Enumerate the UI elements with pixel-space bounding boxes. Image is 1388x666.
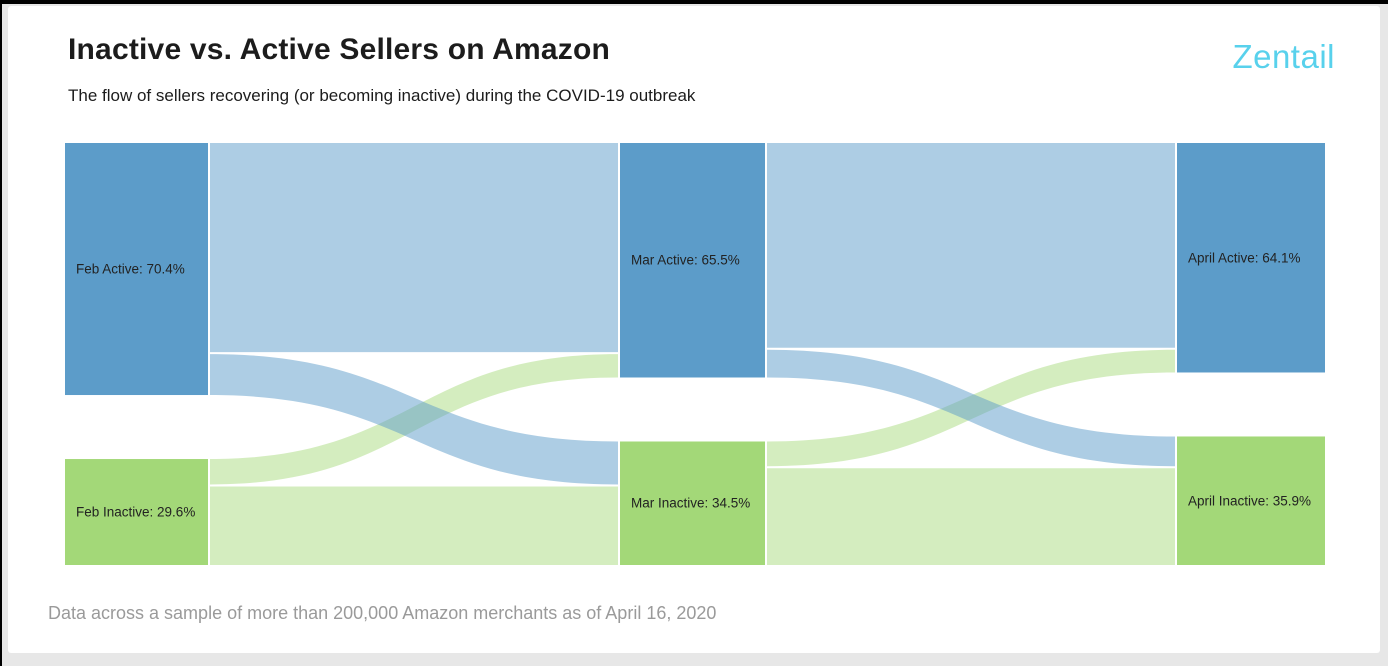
page-title: Inactive vs. Active Sellers on Amazon bbox=[68, 33, 611, 66]
label-apr_active: April Active: 64.1% bbox=[1188, 250, 1301, 266]
link-feb_active-mar_inactive bbox=[210, 354, 618, 485]
link-feb_active-mar_active bbox=[210, 143, 618, 353]
node-apr_active bbox=[1177, 143, 1325, 373]
link-mar_active-apr_active bbox=[767, 143, 1175, 348]
link-mar_active-apr_inactive bbox=[767, 349, 1175, 467]
link-feb_inactive-mar_inactive bbox=[210, 486, 618, 565]
node-mar_inactive bbox=[620, 441, 765, 565]
label-feb_inactive: Feb Inactive: 29.6% bbox=[76, 504, 196, 520]
page-subtitle: The flow of sellers recovering (or becom… bbox=[68, 86, 696, 105]
node-apr_inactive bbox=[1177, 436, 1325, 565]
footer-note: Data across a sample of more than 200,00… bbox=[48, 603, 717, 623]
label-mar_active: Mar Active: 65.5% bbox=[631, 252, 740, 268]
link-mar_inactive-apr_inactive bbox=[767, 468, 1175, 565]
label-feb_active: Feb Active: 70.4% bbox=[76, 261, 185, 277]
node-mar_active bbox=[620, 143, 765, 378]
node-feb_inactive bbox=[65, 459, 208, 565]
brand-logo: Zentail bbox=[1232, 38, 1335, 75]
label-apr_inactive: April Inactive: 35.9% bbox=[1188, 493, 1312, 509]
label-mar_inactive: Mar Inactive: 34.5% bbox=[631, 495, 751, 511]
node-feb_active bbox=[65, 143, 208, 396]
